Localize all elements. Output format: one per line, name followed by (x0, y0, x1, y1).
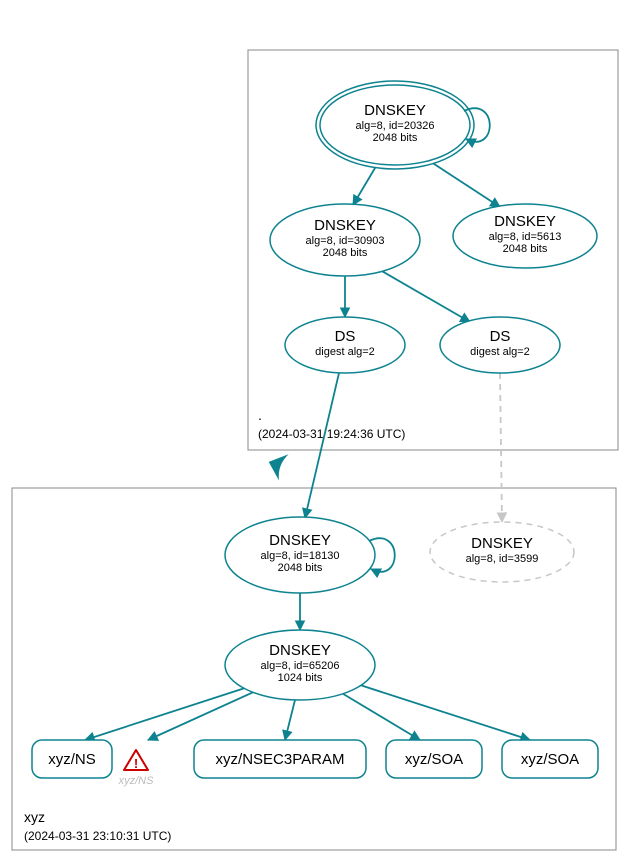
svg-text:xyz/NS: xyz/NS (118, 775, 155, 787)
node-ds1: DSdigest alg=2 (285, 317, 405, 373)
svg-text:2048 bits: 2048 bits (373, 132, 418, 144)
svg-text:alg=8, id=5613: alg=8, id=5613 (489, 231, 562, 243)
zone-boundary-arrow (264, 449, 289, 481)
svg-text:2048 bits: 2048 bits (278, 562, 323, 574)
svg-text:2048 bits: 2048 bits (323, 247, 368, 259)
svg-text:xyz/NS: xyz/NS (48, 751, 96, 768)
zone-timestamp-xyz: (2024-03-31 23:10:31 UTC) (24, 829, 171, 843)
svg-text:alg=8, id=20326: alg=8, id=20326 (356, 120, 435, 132)
svg-text:alg=8, id=30903: alg=8, id=30903 (306, 235, 385, 247)
node-root_zsk1: DNSKEYalg=8, id=309032048 bits (270, 204, 420, 276)
svg-text:xyz/SOA: xyz/SOA (405, 751, 463, 768)
svg-text:1024 bits: 1024 bits (278, 672, 323, 684)
node-root_zsk2: DNSKEYalg=8, id=56132048 bits (453, 204, 597, 268)
svg-text:DNSKEY: DNSKEY (314, 217, 376, 234)
svg-text:!: ! (134, 756, 138, 771)
svg-text:digest alg=2: digest alg=2 (470, 346, 530, 358)
node-xyz_zsk: DNSKEYalg=8, id=652061024 bits (225, 630, 375, 700)
svg-text:alg=8, id=18130: alg=8, id=18130 (261, 550, 340, 562)
node-ds2: DSdigest alg=2 (440, 317, 560, 373)
zone-title-xyz: xyz (24, 809, 45, 825)
zone-timestamp-root: (2024-03-31 19:24:36 UTC) (258, 427, 405, 441)
svg-text:alg=8, id=65206: alg=8, id=65206 (261, 660, 340, 672)
svg-text:xyz/NSEC3PARAM: xyz/NSEC3PARAM (216, 751, 345, 768)
svg-text:DNSKEY: DNSKEY (471, 535, 533, 552)
svg-text:alg=8, id=3599: alg=8, id=3599 (466, 553, 539, 565)
svg-text:DNSKEY: DNSKEY (269, 532, 331, 549)
node-xyz_ns: xyz/NS (32, 740, 112, 778)
svg-text:xyz/SOA: xyz/SOA (521, 751, 579, 768)
svg-text:DNSKEY: DNSKEY (364, 102, 426, 119)
svg-text:DNSKEY: DNSKEY (494, 213, 556, 230)
svg-text:DS: DS (335, 328, 356, 345)
svg-text:digest alg=2: digest alg=2 (315, 346, 375, 358)
node-xyz_nsec3: xyz/NSEC3PARAM (194, 740, 366, 778)
svg-text:2048 bits: 2048 bits (503, 243, 548, 255)
node-xyz_soa2: xyz/SOA (502, 740, 598, 778)
svg-text:DS: DS (490, 328, 511, 345)
zone-title-root: . (258, 407, 262, 423)
svg-text:DNSKEY: DNSKEY (269, 642, 331, 659)
node-xyz_revoked: DNSKEYalg=8, id=3599 (430, 522, 574, 582)
node-xyz_soa1: xyz/SOA (386, 740, 482, 778)
